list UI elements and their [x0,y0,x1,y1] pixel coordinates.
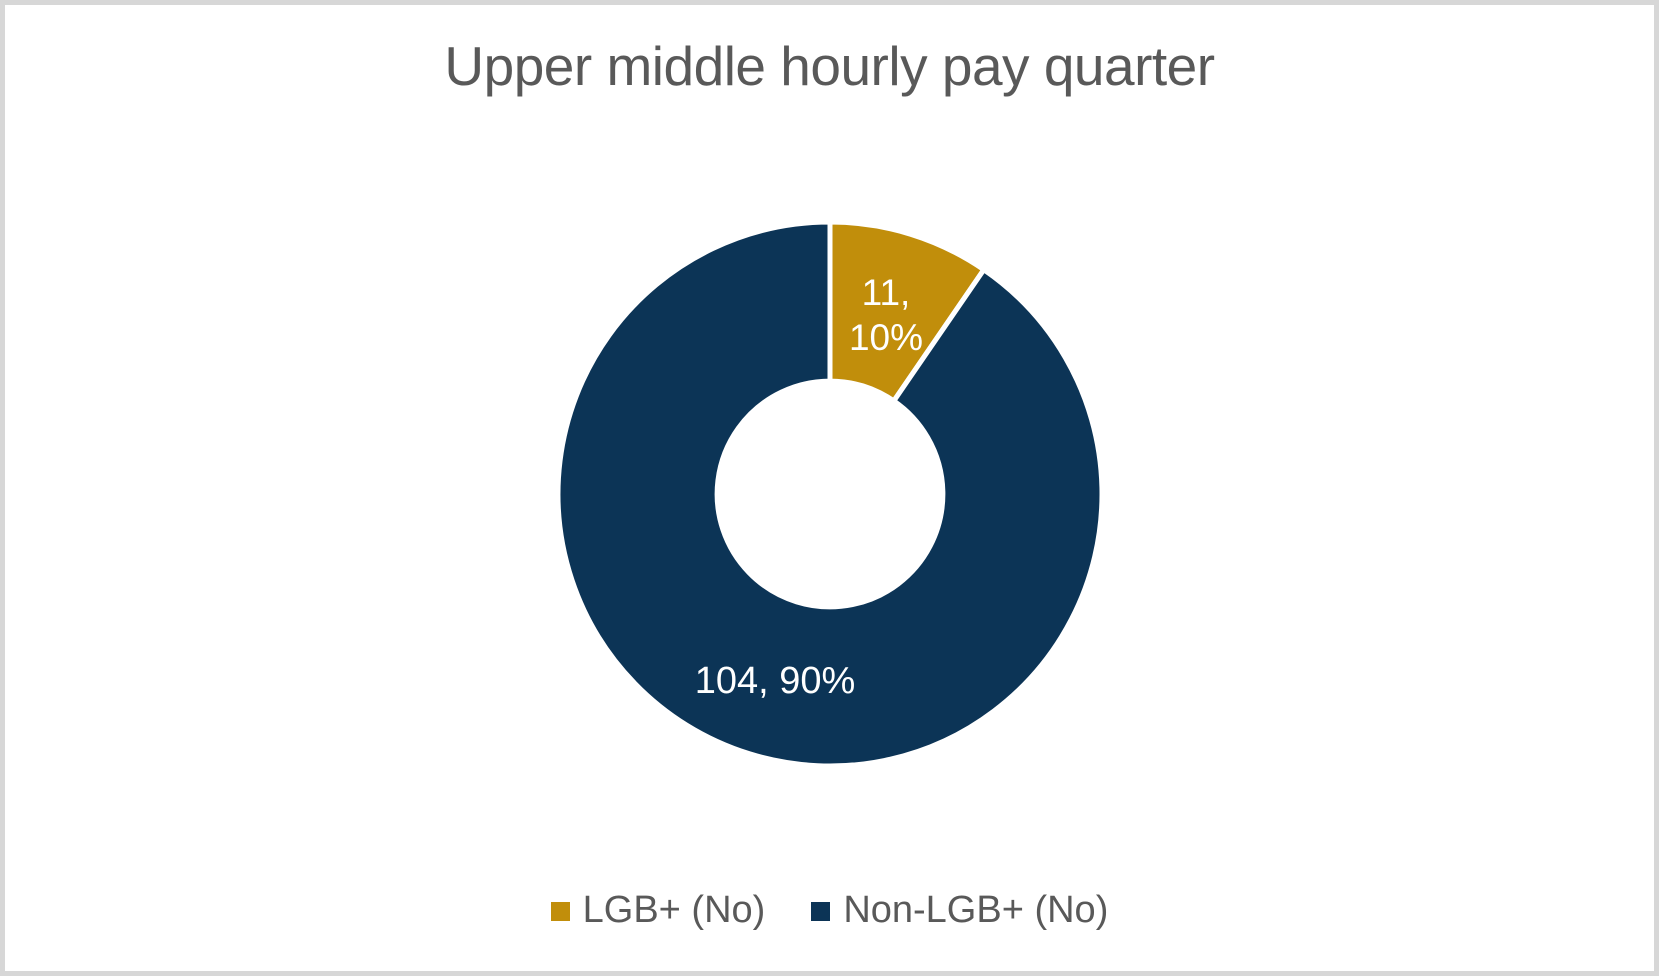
legend: LGB+ (No) Non-LGB+ (No) [5,889,1654,932]
slice-label-lgb-line1: 11, [861,272,911,313]
donut-svg [555,219,1105,769]
legend-item-lgb: LGB+ (No) [550,889,766,932]
slice-label-lgb-line2: 10% [848,317,924,358]
legend-label-nonlgb: Non-LGB+ (No) [843,889,1109,931]
chart-title: Upper middle hourly pay quarter [444,35,1215,97]
slice-label-lgb: 11, 10% [849,270,923,360]
slice-label-nonlgb: 104, 90% [694,660,856,702]
legend-item-nonlgb: Non-LGB+ (No) [811,889,1108,932]
legend-label-lgb: LGB+ (No) [582,889,766,931]
legend-swatch-lgb [550,902,570,921]
donut-chart: 11, 10% 104, 90% [5,5,1654,971]
donut-slice-2 [555,219,1105,769]
legend-swatch-nonlgb [811,902,831,921]
chart-card: Upper middle hourly pay quarter 11, 10% … [5,5,1654,971]
